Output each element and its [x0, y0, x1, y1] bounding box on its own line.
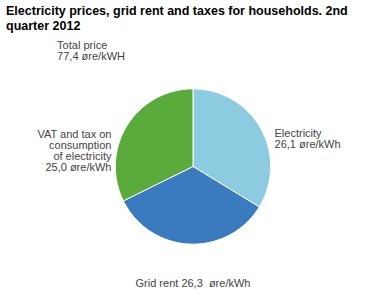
- svg-text:Electricity26,1 øre/kWh: Electricity26,1 øre/kWh: [275, 127, 341, 150]
- svg-text:Total price77,4 øre/kWH: Total price77,4 øre/kWH: [57, 39, 125, 62]
- svg-text:Grid rent 26,3 øre/kWh: Grid rent 26,3 øre/kWh: [136, 277, 251, 289]
- svg-text:VAT and tax onconsumptionof el: VAT and tax onconsumptionof electricity2…: [37, 128, 111, 173]
- html-text:Electricity prices, grid rent: Electricity prices, grid rent and taxes …: [6, 4, 348, 33]
